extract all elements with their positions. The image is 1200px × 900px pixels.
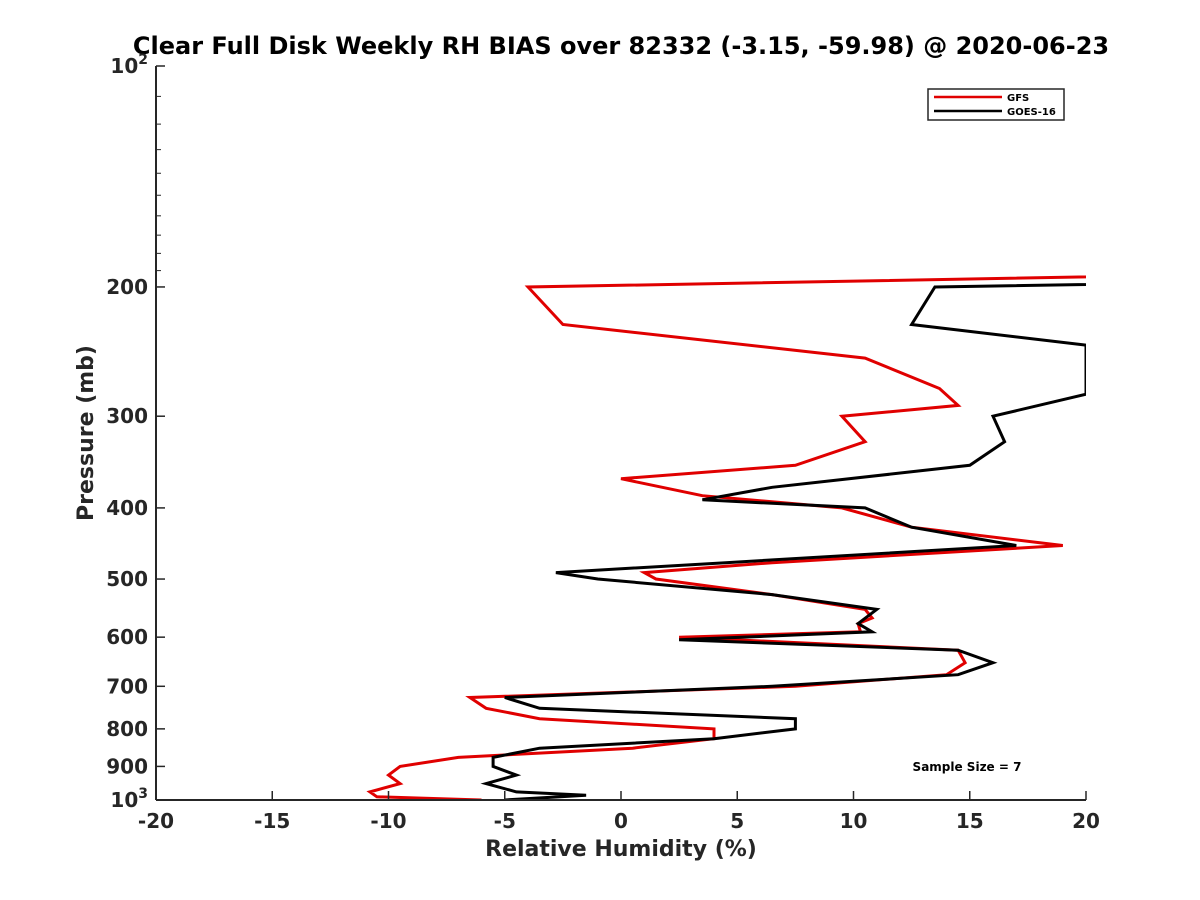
y-tick-label: 500 bbox=[106, 567, 148, 591]
axes: -20 -15 -10 -5 0 5 10 15 20 102 200 300 400 500 600 700… bbox=[106, 52, 1100, 833]
series-line-gfs bbox=[366, 275, 1086, 800]
x-tick-label: 15 bbox=[956, 809, 984, 833]
legend: GFS GOES-16 bbox=[927, 88, 1065, 121]
x-tick-label: 0 bbox=[614, 809, 628, 833]
series-group bbox=[366, 275, 1086, 800]
x-tick-label: 5 bbox=[730, 809, 744, 833]
y-tick-label: 400 bbox=[106, 496, 148, 520]
x-axis-label: Relative Humidity (%) bbox=[485, 837, 757, 862]
x-tick-label: 10 bbox=[840, 809, 868, 833]
y-tick-label: 600 bbox=[106, 625, 148, 649]
sample-size-annotation: Sample Size = 7 bbox=[913, 760, 1022, 774]
y-tick-label: 102 bbox=[110, 52, 148, 78]
legend-label-goes16: GOES-16 bbox=[1007, 107, 1056, 118]
y-tick-label: 700 bbox=[106, 674, 148, 698]
x-tick-label: -20 bbox=[138, 809, 174, 833]
y-tick-label: 103 bbox=[110, 786, 148, 812]
y-tick-label: 800 bbox=[106, 717, 148, 741]
x-tick-label: 20 bbox=[1072, 809, 1100, 833]
legend-box bbox=[927, 88, 1065, 121]
y-tick-label: 900 bbox=[106, 754, 148, 778]
y-tick-label: 300 bbox=[106, 404, 148, 428]
chart-title: Clear Full Disk Weekly RH BIAS over 8233… bbox=[133, 32, 1109, 60]
legend-label-gfs: GFS bbox=[1007, 93, 1029, 104]
y-axis-label: Pressure (mb) bbox=[74, 345, 99, 521]
x-tick-label: -5 bbox=[494, 809, 516, 833]
x-tick-label: -10 bbox=[370, 809, 406, 833]
series-line-goes16 bbox=[480, 283, 1086, 800]
x-tick-label: -15 bbox=[254, 809, 290, 833]
y-tick-label: 200 bbox=[106, 275, 148, 299]
